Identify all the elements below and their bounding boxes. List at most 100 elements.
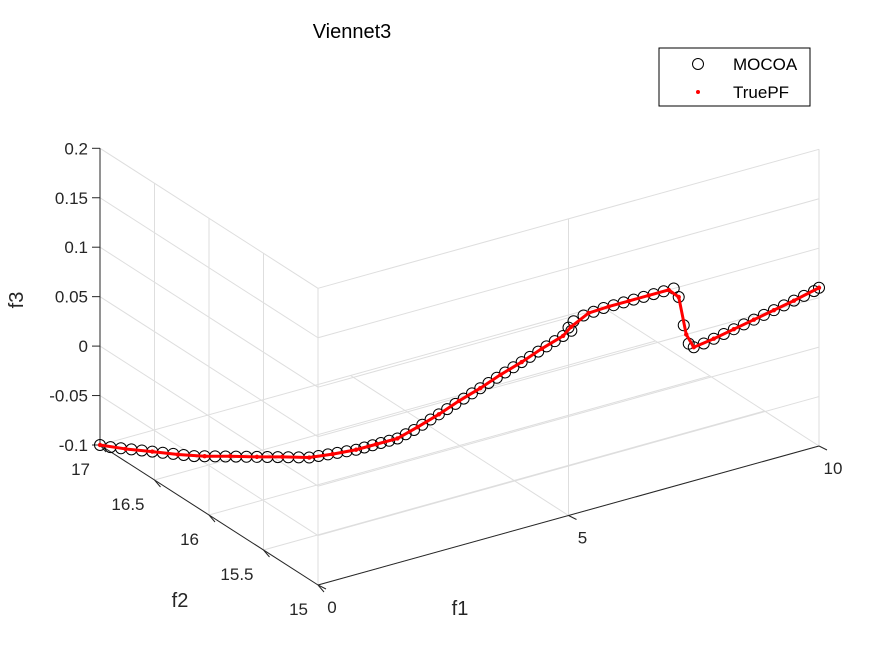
chart-title: Viennet3 xyxy=(313,21,392,43)
x-tick-label: 10 xyxy=(824,459,843,478)
z-tick-label: -0.1 xyxy=(59,436,88,455)
truepf-point xyxy=(568,324,574,330)
truepf-point xyxy=(150,449,155,454)
truepf-point xyxy=(539,346,545,351)
z-tick-label: 0.05 xyxy=(55,288,88,307)
x-tick-mark xyxy=(818,445,828,451)
grid-line-floor-y xyxy=(154,340,656,481)
y-tick-mark xyxy=(208,514,216,523)
grid-line-wall1-z xyxy=(317,198,820,339)
y-tick-label: 15 xyxy=(289,600,308,619)
truepf-point xyxy=(606,304,611,309)
truepf-point xyxy=(202,454,207,459)
y-tick-mark xyxy=(154,479,161,488)
y-tick-label: 17 xyxy=(71,460,90,479)
truepf-point xyxy=(97,442,103,448)
truepf-point xyxy=(175,452,181,457)
z-tick-label: 0 xyxy=(79,337,88,356)
y-tick-label: 16.5 xyxy=(111,495,144,514)
grid-line-wall1-z xyxy=(317,297,820,438)
truepf-point xyxy=(330,451,335,457)
legend-marker-mocoa xyxy=(692,58,704,70)
truepf-point xyxy=(254,454,260,460)
z-tick-label: 0.2 xyxy=(64,139,88,158)
truepf-point xyxy=(123,446,128,452)
grid-line-wall2-z xyxy=(99,147,319,289)
truepf-curve xyxy=(99,286,820,460)
mocoa-point xyxy=(757,308,770,321)
grid-line-floor-y xyxy=(99,305,602,446)
z-axis-label: f3 xyxy=(6,292,28,309)
truepf-point xyxy=(456,398,462,404)
grid-line-wall2-z xyxy=(99,345,319,487)
grid-line-wall2-z xyxy=(99,246,319,388)
legend: MOCOA TruePF xyxy=(658,47,811,107)
truepf-point xyxy=(478,385,483,391)
data-layer xyxy=(94,281,825,464)
truepf-point xyxy=(691,345,696,350)
y-tick-mark xyxy=(263,549,270,558)
grid-line-wall1-z xyxy=(317,148,820,289)
legend-box xyxy=(658,47,811,107)
mocoa-point xyxy=(813,281,825,294)
grid-line-wall2-z xyxy=(99,296,319,438)
truepf-point xyxy=(751,317,757,322)
x-tick-mark xyxy=(568,515,577,520)
grid-line-floor-y xyxy=(208,375,711,516)
x-tick-mark xyxy=(317,584,327,590)
truepf-point xyxy=(307,455,312,460)
mocoa-point xyxy=(797,289,810,302)
truepf-point xyxy=(395,436,400,441)
truepf-point xyxy=(666,287,671,293)
mocoa-point xyxy=(717,327,730,340)
legend-label-truepf: TruePF xyxy=(733,83,789,102)
grid-layer xyxy=(99,147,820,586)
y-tick-mark xyxy=(317,584,325,593)
grid-line-wall1-z xyxy=(317,247,820,388)
truepf-point xyxy=(374,442,379,447)
legend-marker-truepf xyxy=(696,90,700,94)
truepf-point xyxy=(586,310,591,316)
truepf-point xyxy=(731,326,737,332)
grid-line-wall1-z xyxy=(317,346,820,487)
truepf-point xyxy=(626,298,631,304)
truepf-point xyxy=(519,359,524,365)
mocoa-point xyxy=(777,299,790,312)
mocoa-point xyxy=(707,332,720,345)
mocoa-point xyxy=(747,313,760,326)
mocoa-point xyxy=(737,318,750,331)
truepf-point xyxy=(436,412,442,417)
truepf-point xyxy=(498,372,503,377)
grid-line-wall2-z xyxy=(99,395,319,536)
truepf-point xyxy=(280,454,285,460)
y-tick-label: 15.5 xyxy=(220,565,253,584)
truepf-point xyxy=(816,285,822,290)
truepf-point xyxy=(684,332,689,337)
grid-line-wall1-z xyxy=(317,396,820,537)
grid-line-floor-y xyxy=(263,410,765,551)
mocoa-point xyxy=(727,323,740,336)
x-tick-label: 0 xyxy=(327,598,336,617)
x-tick-label: 5 xyxy=(578,529,587,548)
grid-line-wall2-z xyxy=(99,197,319,339)
truepf-point xyxy=(560,333,566,339)
truepf-point xyxy=(711,336,716,341)
truepf-point xyxy=(415,424,420,430)
y-tick-label: 16 xyxy=(180,530,199,549)
axis-layer: -0.1 -0.05 0 0.05 0.1 0.15 0.2 15 15.5 16 16.5 17 0 5… xyxy=(49,139,842,619)
z-tick-label: 0.15 xyxy=(55,189,88,208)
truepf-point xyxy=(791,298,797,303)
mocoa-point xyxy=(767,304,780,317)
mocoa-point xyxy=(787,294,800,307)
truepf-point xyxy=(646,293,651,298)
mocoa-point xyxy=(697,337,710,350)
x-axis-label: f1 xyxy=(452,598,469,620)
z-tick-label: -0.05 xyxy=(49,387,88,406)
legend-label-mocoa: MOCOA xyxy=(733,55,798,74)
truepf-point xyxy=(771,307,777,313)
truepf-point xyxy=(676,294,681,300)
z-tick-label: 0.1 xyxy=(64,238,88,257)
truepf-point xyxy=(353,447,359,452)
truepf-point xyxy=(228,453,233,459)
